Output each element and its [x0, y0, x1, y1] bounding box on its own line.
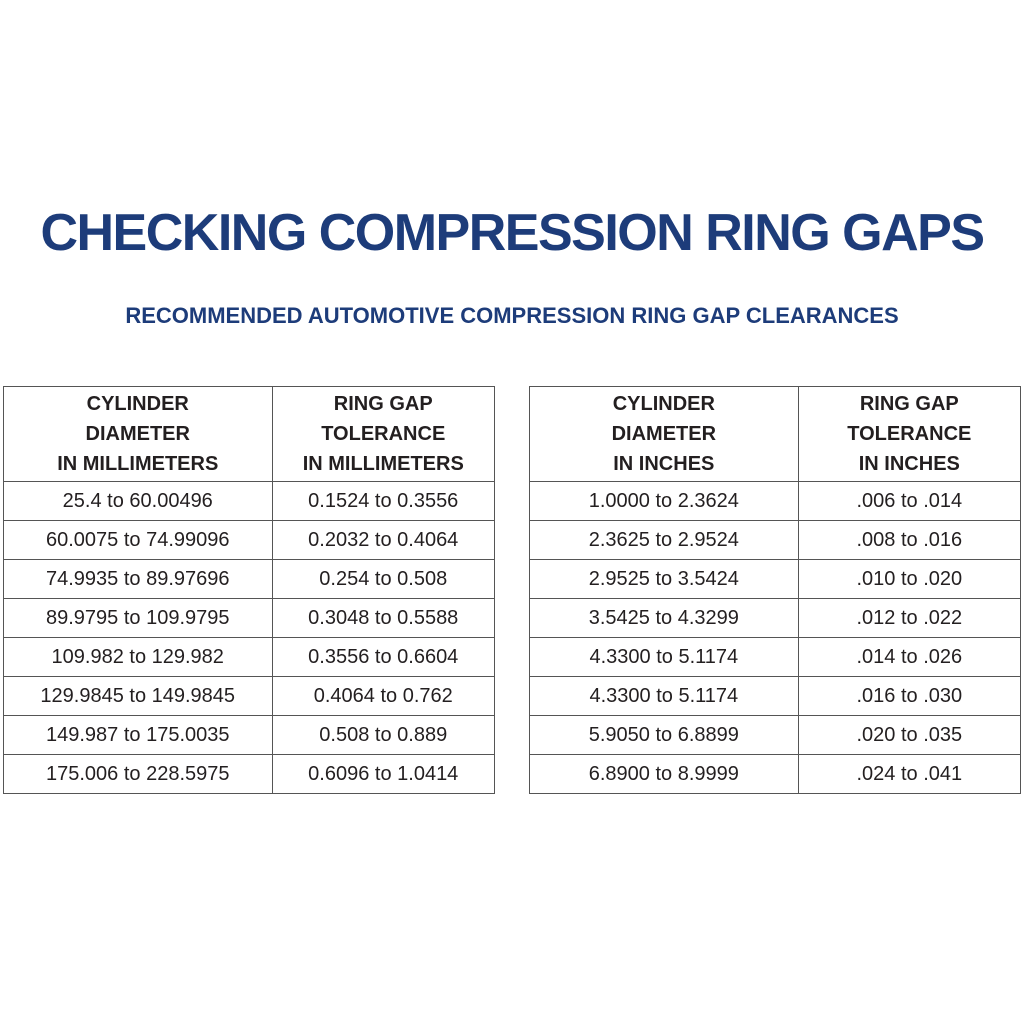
column-header: CYLINDER DIAMETER IN MILLIMETERS — [3, 386, 273, 482]
cylinder-diameter-cell: 129.9845 to 149.9845 — [3, 676, 273, 716]
header-row: CYLINDER DIAMETER IN INCHES RING GAP TOLERAN… — [529, 386, 1022, 482]
imperial-table: CYLINDER DIAMETER IN INCHES RING GAP TOLERAN… — [529, 386, 1022, 794]
ring-gap-tolerance-cell: .016 to .030 — [797, 676, 1022, 716]
ring-gap-tolerance-cell: .010 to .020 — [797, 559, 1022, 599]
ring-gap-tolerance-cell: .008 to .016 — [797, 520, 1022, 560]
ring-gap-tolerance-cell: 0.4064 to 0.762 — [271, 676, 495, 716]
table-row: 1.0000 to 2.3624.006 to .014 — [529, 481, 1022, 521]
cylinder-diameter-cell: 149.987 to 175.0035 — [3, 715, 273, 755]
cylinder-diameter-cell: 175.006 to 228.5975 — [3, 754, 273, 794]
cylinder-diameter-cell: 2.9525 to 3.5424 — [529, 559, 799, 599]
ring-gap-tolerance-cell: 0.508 to 0.889 — [271, 715, 495, 755]
cylinder-diameter-cell: 74.9935 to 89.97696 — [3, 559, 273, 599]
table-row: 89.9795 to 109.9795 0.3048 to 0.5588 — [3, 598, 495, 638]
cylinder-diameter-cell: 4.3300 to 5.1174 — [529, 676, 799, 716]
table-row: 3.5425 to 4.3299.012 to .022 — [529, 598, 1022, 638]
ring-gap-tolerance-cell: 0.3556 to 0.6604 — [271, 637, 495, 677]
column-header-line: TOLERANCE — [321, 423, 446, 445]
column-header-line: IN MILLIMETERS — [57, 453, 219, 475]
table-row: 74.9935 to 89.97696 0.254 to 0.508 — [3, 559, 495, 599]
column-header-line: IN INCHES — [858, 453, 960, 475]
column-header: RING GAP TOLERANCE IN INCHES — [797, 386, 1022, 482]
column-header-line: DIAMETER — [611, 423, 717, 445]
table-row: 2.3625 to 2.9524.008 to .016 — [529, 520, 1022, 560]
column-header-line: TOLERANCE — [847, 423, 972, 445]
cylinder-diameter-cell: 4.3300 to 5.1174 — [529, 637, 799, 677]
column-header-line: DIAMETER — [85, 423, 190, 445]
ring-gap-tolerance-cell: .020 to .035 — [797, 715, 1022, 755]
table-row: 129.9845 to 149.9845 0.4064 to 0.762 — [3, 676, 495, 716]
cylinder-diameter-cell: 25.4 to 60.00496 — [3, 481, 273, 521]
cylinder-diameter-cell: 6.8900 to 8.9999 — [529, 754, 799, 794]
page-title: CHECKING COMPRESSION RING GAPS — [40, 204, 985, 262]
ring-gap-tolerance-cell: 0.2032 to 0.4064 — [271, 520, 495, 560]
column-header-line: CYLINDER — [612, 393, 715, 415]
ring-gap-tolerance-cell: 0.6096 to 1.0414 — [271, 754, 495, 794]
page-subtitle: RECOMMENDED AUTOMOTIVE COMPRESSION RING … — [125, 303, 899, 328]
column-header-line: IN MILLIMETERS — [302, 453, 464, 475]
cylinder-diameter-cell: 60.0075 to 74.99096 — [3, 520, 273, 560]
table-row: 2.9525 to 3.5424.010 to .020 — [529, 559, 1022, 599]
column-header-line: RING GAP — [859, 393, 959, 415]
cylinder-diameter-cell: 109.982 to 129.982 — [3, 637, 273, 677]
ring-gap-tolerance-cell: .024 to .041 — [797, 754, 1022, 794]
cylinder-diameter-cell: 3.5425 to 4.3299 — [529, 598, 799, 638]
header-row: CYLINDER DIAMETER IN MILLIMETERS RING GAP TO… — [3, 386, 495, 482]
table-row: 25.4 to 60.00496 0.1524 to 0.3556 — [3, 481, 495, 521]
cylinder-diameter-cell: 5.9050 to 6.8899 — [529, 715, 799, 755]
column-header-line: CYLINDER — [86, 393, 189, 415]
ring-gap-tolerance-cell: .006 to .014 — [797, 481, 1022, 521]
table-row: 4.3300 to 5.1174.016 to .030 — [529, 676, 1022, 716]
ring-gap-tolerance-cell: 0.254 to 0.508 — [271, 559, 495, 599]
title-wrap: CHECKING COMPRESSION RING GAPS — [0, 205, 1024, 261]
metric-table: CYLINDER DIAMETER IN MILLIMETERS RING GAP TO… — [3, 386, 495, 794]
table-row: 60.0075 to 74.99096 0.2032 to 0.4064 — [3, 520, 495, 560]
ring-gap-tolerance-cell: .012 to .022 — [797, 598, 1022, 638]
table-row: 5.9050 to 6.8899.020 to .035 — [529, 715, 1022, 755]
table-row: 175.006 to 228.5975 0.6096 to 1.0414 — [3, 754, 495, 794]
cylinder-diameter-cell: 2.3625 to 2.9524 — [529, 520, 799, 560]
cylinder-diameter-cell: 89.9795 to 109.9795 — [3, 598, 273, 638]
column-header: CYLINDER DIAMETER IN INCHES — [529, 386, 799, 482]
table-row: 6.8900 to 8.9999.024 to .041 — [529, 754, 1022, 794]
column-header-line: RING GAP — [333, 393, 433, 415]
table-row: 109.982 to 129.982 0.3556 to 0.6604 — [3, 637, 495, 677]
column-header: RING GAP TOLERANCE IN MILLIMETERS — [271, 386, 495, 482]
cylinder-diameter-cell: 1.0000 to 2.3624 — [529, 481, 799, 521]
ring-gap-tolerance-cell: 0.3048 to 0.5588 — [271, 598, 495, 638]
table-row: 4.3300 to 5.1174.014 to .026 — [529, 637, 1022, 677]
table-row: 149.987 to 175.0035 0.508 to 0.889 — [3, 715, 495, 755]
ring-gap-tolerance-cell: 0.1524 to 0.3556 — [271, 481, 495, 521]
ring-gap-tolerance-cell: .014 to .026 — [797, 637, 1022, 677]
column-header-line: IN INCHES — [613, 453, 715, 475]
